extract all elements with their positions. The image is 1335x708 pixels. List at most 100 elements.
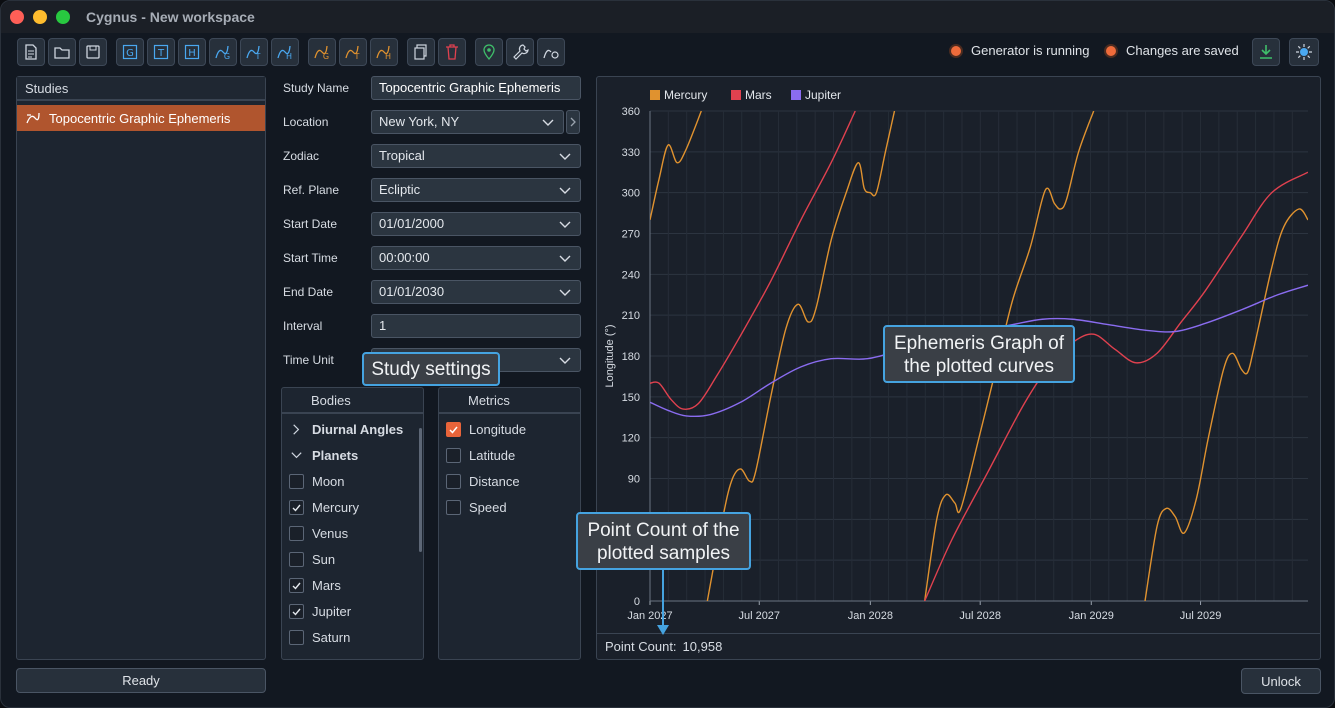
zodiac-value: Tropical	[379, 148, 425, 163]
ephemeris-H-button[interactable]: H	[370, 38, 398, 66]
y-tick-label: 300	[622, 188, 640, 200]
callout-arrow-line	[662, 570, 664, 628]
checkbox[interactable]	[446, 473, 461, 489]
save-status-label: Changes are saved	[1126, 43, 1239, 58]
callout-arrow-head-icon	[657, 625, 669, 635]
checkbox[interactable]	[446, 447, 461, 463]
ephemeris-G-button[interactable]: G	[308, 38, 336, 66]
point-count-callout: Point Count of the plotted samples	[576, 512, 751, 570]
bodies-group-diurnal-angles[interactable]: Diurnal Angles	[289, 418, 403, 440]
checkbox[interactable]	[289, 577, 304, 593]
bodies-group-label: Planets	[312, 447, 359, 463]
body-checkbox-venus[interactable]: Venus	[289, 522, 348, 544]
save-button[interactable]	[79, 38, 107, 66]
window-title: Cygnus - New workspace	[86, 9, 255, 25]
trash-button[interactable]	[438, 38, 466, 66]
body-checkbox-saturn[interactable]: Saturn	[289, 626, 350, 648]
checkbox[interactable]	[289, 525, 304, 541]
body-checkbox-moon[interactable]: Moon	[289, 470, 345, 492]
settings-graph-icon	[543, 49, 559, 59]
ready-status-button[interactable]: Ready	[16, 668, 266, 693]
heliocentric-H-button[interactable]: H	[178, 38, 206, 66]
chevron-right-icon	[293, 423, 300, 435]
wrench-button[interactable]	[506, 38, 534, 66]
metric-checkbox-latitude[interactable]: Latitude	[446, 444, 515, 466]
minimize-window-button[interactable]	[33, 10, 47, 24]
graph-H-button[interactable]: H	[271, 38, 299, 66]
unlock-button[interactable]: Unlock	[1241, 668, 1321, 694]
start-date-picker[interactable]: 01/01/2000	[371, 212, 581, 236]
svg-text:T: T	[157, 48, 165, 59]
legend-swatch-mars	[731, 90, 741, 100]
checkbox[interactable]	[446, 421, 461, 437]
heliocentric-H-icon: H	[184, 44, 200, 60]
metric-checkbox-longitude[interactable]: Longitude	[446, 418, 526, 440]
body-checkbox-mercury[interactable]: Mercury	[289, 496, 359, 518]
graph-T-button[interactable]: T	[240, 38, 268, 66]
metrics-header: Metrics	[439, 388, 580, 414]
point-count-value: 10,958	[682, 639, 723, 654]
new-file-button[interactable]	[17, 38, 45, 66]
save-status: Changes are saved	[1104, 43, 1239, 58]
close-window-button[interactable]	[10, 10, 24, 24]
metric-checkbox-speed[interactable]: Speed	[446, 496, 507, 518]
y-tick-label: 120	[622, 433, 640, 445]
body-label: Moon	[312, 473, 345, 489]
copy-button[interactable]	[407, 38, 435, 66]
chevron-down-icon	[559, 153, 571, 160]
location-value: New York, NY	[379, 114, 460, 129]
ref-plane-select[interactable]: Ecliptic	[371, 178, 581, 202]
point-count-callout-line2: plotted samples	[596, 543, 731, 564]
chevron-down-icon	[291, 451, 302, 458]
geocentric-G-button[interactable]: G	[116, 38, 144, 66]
studies-panel: Studies Topocentric Graphic Ephemeris	[16, 76, 266, 660]
topocentric-T-button[interactable]: T	[147, 38, 175, 66]
theme-toggle-button[interactable]	[1289, 38, 1319, 66]
point-count-bar: Point Count: 10,958	[597, 633, 1320, 659]
ephemeris-H-icon: H	[376, 45, 391, 61]
x-tick-label: Jul 2028	[959, 610, 1001, 622]
generator-status: Generator is running	[949, 43, 1090, 58]
study-list-item[interactable]: Topocentric Graphic Ephemeris	[17, 105, 265, 131]
download-icon	[1260, 45, 1272, 59]
download-button[interactable]	[1252, 38, 1280, 66]
start-time-picker[interactable]: 00:00:00	[371, 246, 581, 270]
checkbox[interactable]	[289, 473, 304, 489]
body-checkbox-mars[interactable]: Mars	[289, 574, 341, 596]
ephemeris-G-icon: G	[314, 45, 329, 61]
chevron-down-icon	[559, 187, 571, 194]
checkbox[interactable]	[289, 551, 304, 567]
x-tick-label: Jan 2028	[848, 610, 893, 622]
settings-graph-button[interactable]	[537, 38, 565, 66]
open-folder-button[interactable]	[48, 38, 76, 66]
bodies-group-planets[interactable]: Planets	[289, 444, 358, 466]
start-time-label: Start Time	[283, 251, 338, 265]
body-checkbox-jupiter[interactable]: Jupiter	[289, 600, 351, 622]
maximize-window-button[interactable]	[56, 10, 70, 24]
graph-callout: Ephemeris Graph of the plotted curves	[883, 325, 1075, 383]
checkbox[interactable]	[446, 499, 461, 515]
svg-text:G: G	[224, 52, 230, 61]
end-date-picker[interactable]: 01/01/2030	[371, 280, 581, 304]
checkbox[interactable]	[289, 629, 304, 645]
study-list-item-label: Topocentric Graphic Ephemeris	[49, 110, 231, 126]
study-name-label: Study Name	[283, 81, 350, 95]
body-checkbox-sun[interactable]: Sun	[289, 548, 335, 570]
interval-input[interactable]: 1	[371, 314, 581, 338]
open-folder-icon	[54, 47, 70, 59]
location-select[interactable]: New York, NY	[371, 110, 564, 134]
metric-checkbox-distance[interactable]: Distance	[446, 470, 520, 492]
location-pin-button[interactable]	[475, 38, 503, 66]
bodies-scrollbar[interactable]	[419, 428, 422, 552]
checkbox[interactable]	[289, 603, 304, 619]
zodiac-select[interactable]: Tropical	[371, 144, 581, 168]
location-expand-button[interactable]	[566, 110, 580, 134]
graph-G-button[interactable]: G	[209, 38, 237, 66]
ephemeris-T-button[interactable]: T	[339, 38, 367, 66]
study-name-input[interactable]: Topocentric Graphic Ephemeris	[371, 76, 581, 100]
graph-callout-line2: the plotted curves	[904, 356, 1054, 377]
checkbox[interactable]	[289, 499, 304, 515]
study-settings-callout: Study settings	[362, 352, 500, 386]
series-line-mars	[924, 171, 1308, 601]
